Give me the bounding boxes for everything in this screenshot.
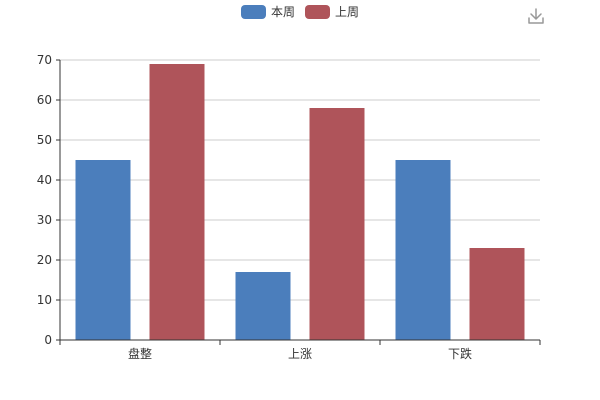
bar-1-2[interactable]: [469, 248, 525, 340]
legend-label-0[interactable]: 本周: [271, 5, 295, 19]
download-icon[interactable]: [528, 8, 544, 24]
bar-0-2[interactable]: [395, 160, 451, 340]
y-tick-label-6: 60: [37, 93, 52, 107]
y-tick-label-3: 30: [37, 213, 52, 227]
legend-label-1[interactable]: 上周: [335, 5, 359, 19]
bars: [75, 64, 525, 340]
x-tick-label-0: 盘整: [128, 346, 152, 361]
bar-1-0[interactable]: [149, 64, 205, 340]
bar-1-1[interactable]: [309, 108, 365, 340]
x-tick-label-2: 下跌: [448, 346, 472, 361]
x-tick-label-1: 上涨: [288, 346, 312, 361]
grid: [60, 59, 540, 301]
axes: 0 10 20 30 40 50 60 70 盘整 上涨 下跌: [37, 53, 541, 361]
y-tick-label-5: 50: [37, 133, 52, 147]
legend-swatch-1[interactable]: [305, 5, 330, 19]
bar-0-1[interactable]: [235, 272, 291, 340]
bar-0-0[interactable]: [75, 160, 131, 340]
legend[interactable]: 本周 上周: [241, 5, 359, 19]
y-tick-label-0: 0: [44, 333, 52, 347]
y-tick-label-4: 40: [37, 173, 52, 187]
legend-swatch-0[interactable]: [241, 5, 266, 19]
y-tick-label-1: 10: [37, 293, 52, 307]
y-tick-label-2: 20: [37, 253, 52, 267]
y-tick-label-7: 70: [37, 53, 52, 67]
